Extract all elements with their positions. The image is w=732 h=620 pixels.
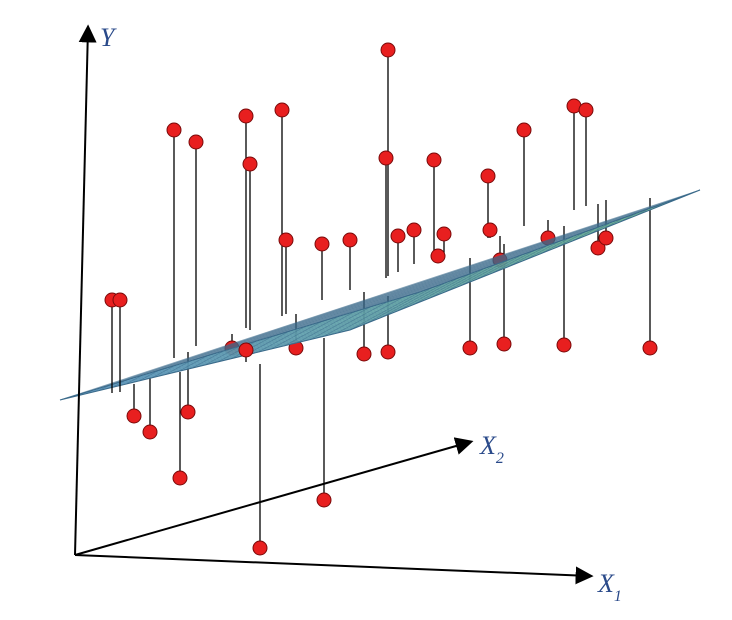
x1-axis bbox=[75, 555, 590, 576]
x2-axis-label: X2 bbox=[479, 431, 504, 467]
points-below-plane bbox=[127, 198, 657, 555]
x2-axis bbox=[75, 442, 470, 555]
stems-above bbox=[112, 50, 586, 393]
y-axis-label: Y bbox=[100, 23, 117, 52]
y-axis bbox=[75, 28, 88, 555]
axes bbox=[75, 28, 590, 576]
plane-mesh bbox=[60, 190, 700, 400]
regression-3d-figure: Y X2 X1 bbox=[0, 0, 732, 620]
x1-axis-label: X1 bbox=[597, 569, 622, 605]
